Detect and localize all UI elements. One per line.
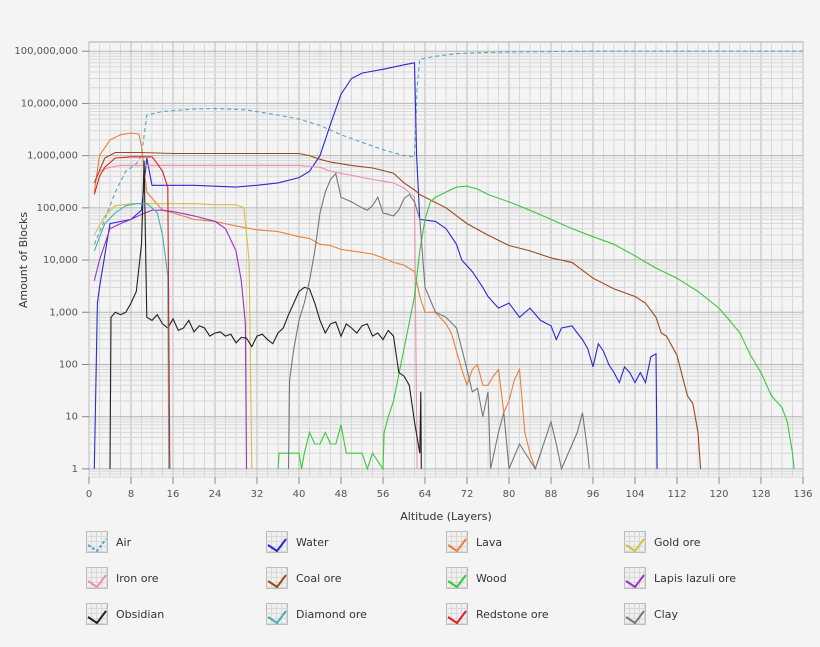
x-tick-label: 48 — [335, 489, 348, 500]
legend-label: Lapis lazuli ore — [654, 571, 737, 585]
x-tick-label: 72 — [461, 489, 474, 500]
y-tick-label: 1 — [72, 464, 78, 475]
x-tick-label: 56 — [377, 489, 390, 500]
x-tick-label: 128 — [751, 489, 770, 500]
legend-item-water: Water — [266, 530, 329, 554]
legend-item-lapis-lazuli-ore: Lapis lazuli ore — [624, 566, 736, 590]
y-tick-label: 10,000 — [43, 255, 78, 266]
legend-label: Clay — [654, 607, 678, 621]
legend-swatch — [266, 603, 288, 625]
legend-item-air: Air — [86, 530, 131, 554]
legend-label: Coal ore — [296, 571, 342, 585]
legend-label: Redstone ore — [476, 607, 549, 621]
legend-swatch — [86, 567, 108, 589]
series-line-obsidian — [109, 160, 422, 469]
x-tick-label: 0 — [86, 489, 92, 500]
chart-area: 1 10 100 1,000 10,000 100,000 1,000,000 10,000,… — [14, 41, 813, 523]
legend-swatch — [624, 603, 646, 625]
legend-item-coal-ore: Coal ore — [266, 566, 341, 590]
x-tick-label: 136 — [793, 489, 812, 500]
x-tick-label: 88 — [545, 489, 558, 500]
legend-item-gold-ore: Gold ore — [624, 530, 701, 554]
legend-item-diamond-ore: Diamond ore — [266, 602, 367, 626]
legend-label: Wood — [476, 571, 507, 585]
series-line-clay — [287, 172, 590, 471]
series-line-gold-ore — [93, 203, 253, 469]
legend-swatch — [624, 531, 646, 553]
series-line-diamond-ore — [93, 203, 170, 469]
x-tick-label: 32 — [251, 489, 264, 500]
x-tick-label: 24 — [209, 489, 222, 500]
x-tick-label: 80 — [503, 489, 516, 500]
chart-axes: 1 10 100 1,000 10,000 100,000 1,000,000 10,000,… — [14, 46, 812, 500]
legend-label: Lava — [476, 535, 503, 549]
legend-swatch — [624, 567, 646, 589]
x-tick-label: 112 — [667, 489, 686, 500]
y-tick-label: 100 — [59, 359, 78, 370]
chart-series — [93, 50, 803, 471]
series-line-wood — [277, 185, 795, 471]
y-tick-label: 10 — [65, 412, 78, 423]
x-tick-label: 120 — [709, 489, 728, 500]
legend-swatch — [446, 567, 468, 589]
series-line-air — [93, 50, 803, 245]
legend-label: Obsidian — [116, 607, 165, 621]
legend-swatch — [86, 603, 108, 625]
x-tick-label: 64 — [419, 489, 432, 500]
series-line-iron-ore — [93, 164, 418, 469]
legend-item-iron-ore: Iron ore — [86, 566, 159, 590]
series-line-water — [93, 62, 658, 469]
legend-label: Iron ore — [116, 571, 159, 585]
legend-swatch — [266, 531, 288, 553]
x-tick-label: 104 — [625, 489, 644, 500]
legend-label: Water — [296, 535, 329, 549]
y-tick-label: 100,000,000 — [14, 46, 78, 57]
series-line-coal-ore — [93, 151, 702, 469]
legend-item-wood: Wood — [446, 566, 507, 590]
chart-grid — [88, 41, 804, 478]
legend-label: Air — [116, 535, 132, 549]
legend-swatch — [446, 603, 468, 625]
x-tick-label: 16 — [167, 489, 180, 500]
legend-item-obsidian: Obsidian — [86, 602, 164, 626]
y-axis-title: Amount of Blocks — [17, 212, 30, 309]
series-line-redstone-ore — [93, 156, 171, 469]
legend: Air Water Lava Gold ore Iron ore Coal ore Wood… — [86, 530, 806, 638]
y-tick-label: 100,000 — [37, 203, 78, 214]
y-tick-label: 10,000,000 — [21, 98, 78, 109]
legend-item-clay: Clay — [624, 602, 678, 626]
legend-swatch — [86, 531, 108, 553]
x-axis-title: Altitude (Layers) — [400, 510, 491, 523]
legend-label: Gold ore — [654, 535, 701, 549]
x-tick-label: 8 — [128, 489, 134, 500]
legend-label: Diamond ore — [296, 607, 367, 621]
y-tick-label: 1,000,000 — [27, 151, 78, 162]
x-tick-label: 40 — [293, 489, 306, 500]
x-tick-label: 96 — [587, 489, 600, 500]
y-tick-label: 1,000 — [49, 307, 78, 318]
legend-item-lava: Lava — [446, 530, 502, 554]
legend-swatch — [266, 567, 288, 589]
legend-item-redstone-ore: Redstone ore — [446, 602, 549, 626]
legend-swatch — [446, 531, 468, 553]
